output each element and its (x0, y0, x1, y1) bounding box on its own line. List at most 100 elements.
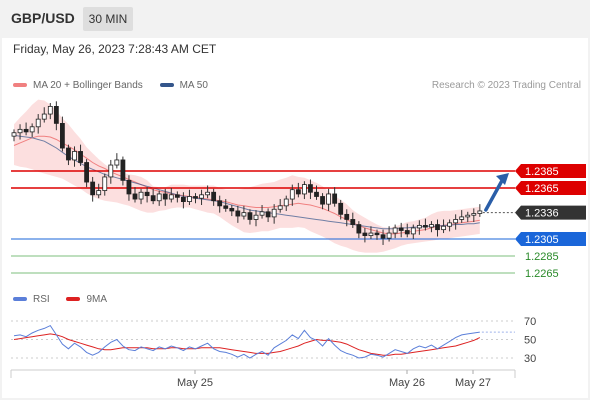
candle-body (114, 159, 120, 166)
candle-body (199, 194, 204, 199)
ma50-swatch (159, 83, 174, 88)
legend-bollinger: MA 20 + Bollinger Bands (13, 80, 143, 91)
rsi-line (13, 324, 480, 359)
level-label-0: 1.2385 (525, 166, 559, 178)
candle-body (338, 202, 344, 215)
symbol-label: GBP/USD (11, 10, 75, 26)
candle-body (410, 227, 416, 235)
candle-body (465, 214, 471, 218)
candle-body (477, 210, 483, 214)
candle-body (344, 213, 350, 220)
candle-body (211, 191, 217, 202)
bollinger-band-fill (14, 99, 480, 253)
datetime-label: Friday, May 26, 2023 7:28:43 AM CET (13, 42, 217, 56)
chart-header: GBP/USD 30 MIN (0, 0, 590, 38)
x-tick-label-2: May 27 (455, 377, 491, 389)
candle-body (120, 159, 126, 181)
candle-body (35, 118, 41, 128)
candle-body (78, 151, 83, 163)
price-legend: MA 20 + Bollinger Bands MA 50 (13, 80, 222, 91)
level-tag-1: 1.2365 (515, 181, 586, 195)
candle-body (368, 232, 374, 237)
candle-body (447, 222, 453, 227)
candle-body (217, 200, 223, 207)
candle-body (60, 123, 65, 149)
candle-body (404, 230, 410, 235)
timeframe-button[interactable]: 30 MIN (83, 7, 133, 31)
candle-body (72, 151, 77, 161)
candle-body (332, 193, 338, 204)
candle-body (374, 232, 380, 236)
candle-body (289, 189, 295, 200)
candle-body (441, 225, 446, 231)
copyright-label: Research © 2023 Trading Central (431, 80, 581, 91)
candle-body (96, 190, 102, 196)
candle-body (174, 194, 180, 198)
candle-body (471, 213, 477, 216)
candle-body (295, 189, 301, 195)
rsi-legend: RSI 9MA (13, 294, 121, 305)
legend-bollinger-label: MA 20 + Bollinger Bands (33, 80, 143, 91)
level-label-2: 1.2336 (525, 208, 559, 220)
candle-body (193, 196, 198, 199)
legend-rsi-ma: 9MA (66, 294, 107, 305)
rsi-swatch (13, 297, 27, 302)
candle-body (247, 212, 253, 220)
candle-body (350, 219, 356, 225)
x-tick-label-1: May 26 (389, 377, 425, 389)
legend-ma50: MA 50 (159, 80, 208, 91)
candle-body (356, 224, 362, 234)
candle-body (17, 128, 23, 134)
level-label-1: 1.2365 (525, 183, 559, 195)
candle-body (314, 191, 319, 197)
legend-rsi: RSI (13, 294, 50, 305)
rsi-ma-swatch (66, 297, 81, 302)
candle-body (156, 193, 162, 202)
candle-body (386, 232, 392, 239)
candle-body (187, 196, 192, 202)
level-tag-2: 1.2336 (515, 205, 586, 220)
candle-body (126, 179, 132, 195)
candle-body (23, 128, 29, 133)
candle-body (380, 234, 386, 239)
level-tag-3: 1.2305 (515, 232, 586, 246)
candle-body (241, 212, 247, 217)
candle-body (283, 198, 289, 207)
bollinger-swatch (13, 83, 27, 88)
candle-body (235, 210, 241, 217)
candle-body (308, 184, 313, 193)
candle-body (398, 227, 404, 231)
candle-body (53, 106, 59, 124)
candle-body (301, 184, 307, 195)
candles (11, 101, 483, 245)
candle-body (144, 191, 150, 197)
candle-body (84, 162, 89, 183)
forecast-arrow-shaft (484, 175, 506, 212)
candle-body (422, 224, 428, 228)
candle-body (326, 193, 332, 205)
candle-body (362, 232, 368, 237)
level-label-5: 1.2265 (525, 268, 559, 280)
level-tag-bg-0 (515, 164, 586, 178)
candle-body (41, 113, 47, 120)
candle-body (392, 227, 398, 234)
x-tick-label-0: May 25 (177, 377, 213, 389)
candle-body (108, 164, 114, 178)
legend-ma50-label: MA 50 (179, 80, 208, 91)
candle-body (271, 208, 277, 218)
candle-body (459, 216, 465, 220)
candle-body (138, 191, 144, 200)
candle-body (162, 193, 168, 200)
candle-body (259, 211, 265, 216)
candle-body (277, 205, 283, 210)
legend-rsi-ma-label: 9MA (86, 294, 108, 305)
candle-body (223, 205, 229, 209)
candle-body (102, 176, 108, 191)
rsi-tick-2: 30 (524, 353, 536, 365)
level-tag-0: 1.2385 (515, 164, 586, 178)
level-tag-bg-3 (515, 232, 586, 246)
candle-body (229, 207, 235, 212)
candle-body (150, 195, 156, 202)
candle-body (429, 224, 434, 228)
